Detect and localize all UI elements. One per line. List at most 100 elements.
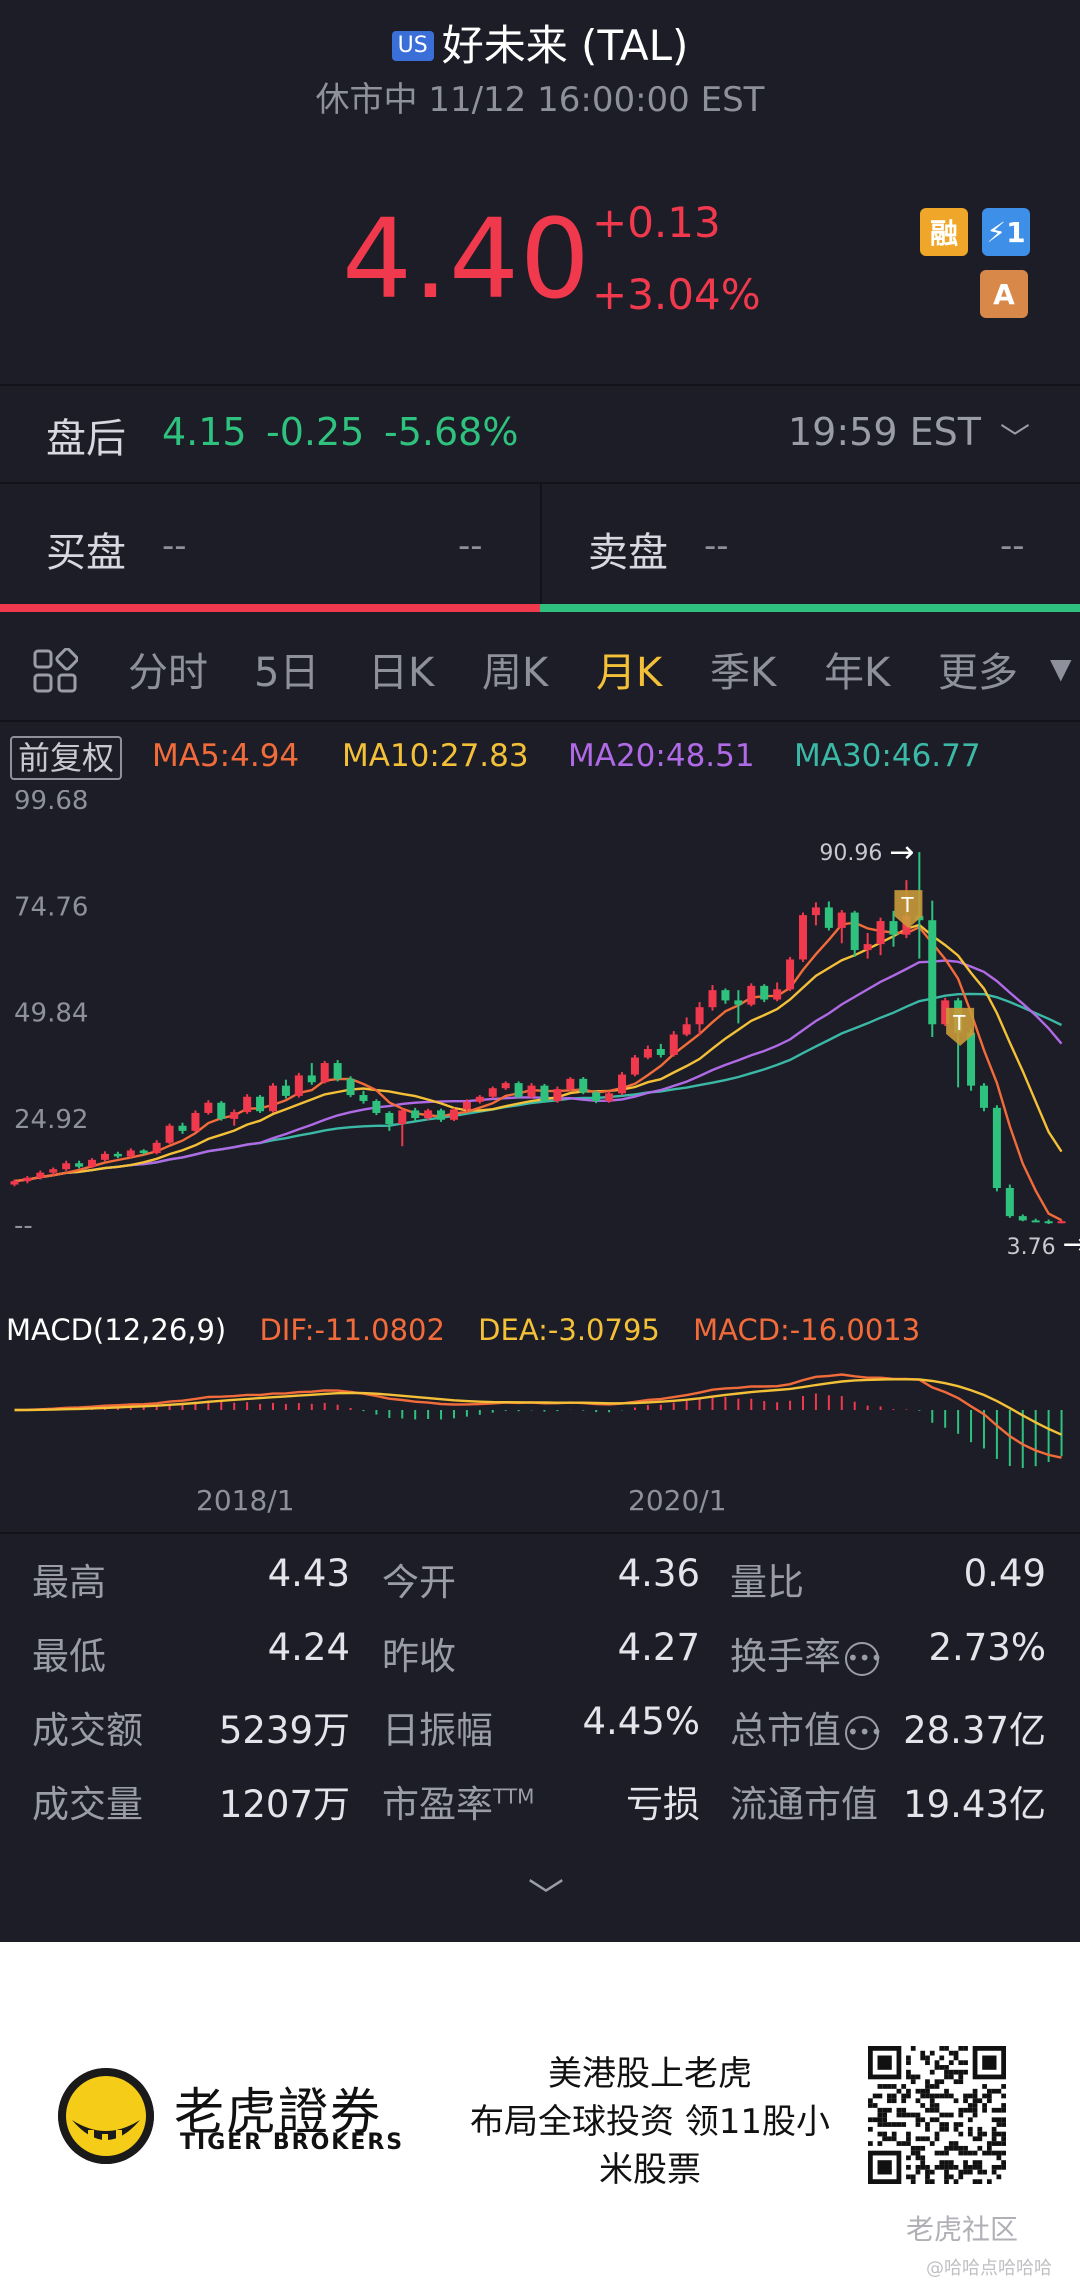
candle bbox=[100, 1151, 109, 1162]
price-change-pct: +3.04% bbox=[592, 270, 761, 319]
candle bbox=[243, 1094, 252, 1114]
bid-label: 买盘 bbox=[46, 530, 126, 576]
course-icon[interactable]: A bbox=[980, 270, 1028, 318]
candle bbox=[23, 1176, 32, 1184]
svg-text:T: T bbox=[900, 893, 914, 917]
candle bbox=[294, 1072, 303, 1098]
slogan-line: 美港股上老虎 bbox=[548, 2054, 752, 2094]
stat-label-pe: 市盈率TTM bbox=[382, 1774, 534, 1828]
candle bbox=[605, 1091, 614, 1103]
stat-value: 4.27 bbox=[617, 1626, 700, 1669]
candle bbox=[747, 983, 756, 1007]
chevron-down-icon[interactable]: ﹀ bbox=[1000, 422, 1030, 457]
macd-dea: DEA:-3.0795 bbox=[478, 1313, 660, 1347]
candle bbox=[152, 1140, 161, 1155]
candle bbox=[1057, 1219, 1066, 1224]
tab-quarterly[interactable]: 季K bbox=[710, 650, 777, 696]
candle bbox=[695, 1002, 704, 1036]
candle bbox=[798, 912, 808, 963]
macd-chart[interactable] bbox=[0, 1350, 1080, 1480]
more-info-icon[interactable]: ••• bbox=[845, 1642, 882, 1676]
candle bbox=[62, 1160, 71, 1171]
slogan-line: 布局全球投资 领11股小 bbox=[469, 2102, 831, 2142]
tab-monthly[interactable]: 月K bbox=[596, 650, 663, 696]
caret-down-icon[interactable]: ▼ bbox=[1050, 652, 1072, 685]
candle bbox=[75, 1160, 84, 1169]
candle bbox=[837, 909, 846, 944]
candle bbox=[786, 956, 795, 992]
divider bbox=[0, 1532, 1080, 1534]
after-hours-time[interactable]: 19:59 EST bbox=[788, 410, 981, 454]
monthly-kline-chart[interactable]: 99.68 74.76 49.84 24.92 -- 90.96 → 3.76 → T T bbox=[0, 790, 1080, 1270]
stat-value: 4.43 bbox=[267, 1552, 350, 1595]
candle bbox=[527, 1083, 536, 1099]
candle bbox=[630, 1054, 639, 1077]
stat-value: 4.24 bbox=[267, 1626, 350, 1669]
tab-daily[interactable]: 日K bbox=[368, 650, 435, 696]
candle bbox=[618, 1072, 627, 1096]
stat-label: 市盈率 bbox=[382, 1783, 493, 1826]
divider bbox=[0, 720, 1080, 722]
candle bbox=[760, 984, 769, 1003]
tab-yearly[interactable]: 年K bbox=[824, 650, 891, 696]
stat-value: 19.43亿 bbox=[903, 1783, 1046, 1826]
more-info-icon[interactable]: ••• bbox=[845, 1716, 882, 1750]
ma30-label: MA30:46.77 bbox=[794, 738, 981, 774]
stat-value: 28.37亿 bbox=[903, 1709, 1046, 1752]
candle bbox=[566, 1077, 575, 1091]
event-marker-icon[interactable]: T bbox=[894, 890, 923, 929]
candle bbox=[191, 1110, 200, 1133]
y-tick-label: 24.92 bbox=[14, 1105, 88, 1135]
candle bbox=[462, 1099, 471, 1112]
divider bbox=[0, 384, 1080, 386]
candle bbox=[437, 1108, 446, 1122]
macd-legend: MACD(12,26,9) DIF:-11.0802 DEA:-3.0795 M… bbox=[6, 1310, 920, 1350]
brand-name-en: TIGER BROKERS bbox=[180, 2130, 405, 2155]
stat-value: 4.45% bbox=[582, 1700, 700, 1743]
candle bbox=[850, 910, 859, 957]
stat-value: 亏损 bbox=[626, 1783, 700, 1826]
candle bbox=[656, 1043, 665, 1058]
stat-label-marketcap: 总市值 ••• bbox=[730, 1700, 882, 1754]
event-marker-icon[interactable]: T bbox=[946, 1007, 975, 1046]
candle bbox=[165, 1123, 174, 1145]
tab-5day[interactable]: 5日 bbox=[254, 650, 320, 696]
candle bbox=[281, 1079, 290, 1099]
stock-title: US 好未来 (TAL) bbox=[0, 12, 1080, 73]
candle bbox=[734, 990, 743, 1024]
tab-intraday[interactable]: 分时 bbox=[128, 650, 208, 696]
candle bbox=[126, 1148, 135, 1158]
candle bbox=[36, 1170, 45, 1180]
x-axis-label: 2020/1 bbox=[628, 1484, 727, 1517]
ma5-line bbox=[14, 921, 1063, 1222]
last-price: 4.40 bbox=[342, 195, 591, 323]
expand-chevron-icon[interactable]: ﹀ bbox=[528, 1877, 565, 1918]
slogan-line: 米股票 bbox=[599, 2150, 701, 2190]
tab-weekly[interactable]: 周K bbox=[482, 650, 549, 696]
candle bbox=[1005, 1184, 1014, 1218]
candle bbox=[398, 1108, 407, 1147]
margin-icon[interactable]: 融 bbox=[920, 208, 968, 256]
candle bbox=[230, 1109, 239, 1126]
candle bbox=[372, 1099, 381, 1116]
y-tick-label: 49.84 bbox=[14, 999, 88, 1029]
stat-value: 4.36 bbox=[617, 1552, 700, 1595]
candle bbox=[424, 1108, 433, 1121]
tab-more[interactable]: 更多 bbox=[938, 650, 1018, 696]
stat-label: 换手率 bbox=[730, 1635, 841, 1678]
ask-label: 卖盘 bbox=[588, 530, 668, 576]
divider bbox=[540, 484, 542, 604]
flash-icon[interactable]: ⚡1 bbox=[982, 208, 1030, 256]
y-tick-label: 99.68 bbox=[14, 790, 88, 816]
price-change: +0.13 bbox=[592, 198, 721, 247]
candle bbox=[1044, 1219, 1053, 1224]
arrow-right-icon: → bbox=[1063, 1227, 1080, 1262]
high-marker-label: 90.96 bbox=[819, 841, 882, 866]
grid-menu-icon[interactable] bbox=[32, 648, 78, 694]
stat-value: 5239万 bbox=[218, 1709, 350, 1752]
candle bbox=[320, 1060, 329, 1084]
candle bbox=[385, 1111, 394, 1131]
candle bbox=[1018, 1214, 1027, 1222]
price-adjust-button[interactable]: 前复权 bbox=[10, 736, 123, 780]
candle bbox=[501, 1081, 510, 1090]
